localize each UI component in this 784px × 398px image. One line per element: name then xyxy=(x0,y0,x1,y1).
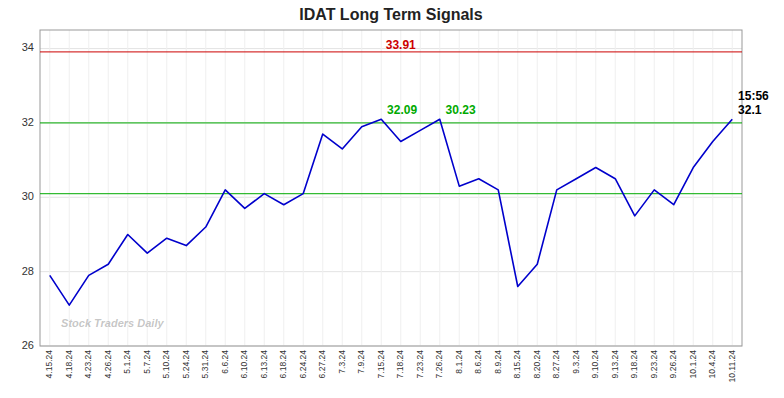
x-tick-label: 8.20.24 xyxy=(532,350,542,379)
annotation: 32.1 xyxy=(738,103,762,117)
x-tick-label: 6.6.24 xyxy=(220,350,230,374)
grid-line-x xyxy=(576,30,577,346)
x-tick-label: 10.11.24 xyxy=(727,350,737,383)
x-tick-label: 9.13.24 xyxy=(610,350,620,379)
grid-line-x xyxy=(244,30,245,346)
grid-line-x xyxy=(303,30,304,346)
grid-line-x xyxy=(654,30,655,346)
x-tick-label: 7.18.24 xyxy=(395,350,405,379)
x-tick-label: 8.6.24 xyxy=(473,350,483,374)
x-tick-label: 9.26.24 xyxy=(668,350,678,379)
x-tick-label: 6.18.24 xyxy=(278,350,288,379)
grid xyxy=(40,30,742,346)
y-tick-label: 26 xyxy=(22,339,34,351)
x-tick-label: 9.10.24 xyxy=(590,350,600,379)
y-tick-label: 28 xyxy=(22,265,34,277)
grid-line-x xyxy=(712,30,713,346)
grid-line-x xyxy=(615,30,616,346)
x-tick-label: 8.1.24 xyxy=(454,350,464,374)
grid-line-x xyxy=(166,30,167,346)
x-tick-label: 10.1.24 xyxy=(688,350,698,379)
grid-line-x xyxy=(498,30,499,346)
x-tick-label: 7.15.24 xyxy=(376,350,386,379)
grid-line-x xyxy=(673,30,674,346)
x-tick-label: 5.24.24 xyxy=(181,350,191,379)
x-tick-label: 5.31.24 xyxy=(200,350,210,379)
x-tick-label: 6.10.24 xyxy=(239,350,249,379)
y-tick-label: 30 xyxy=(22,190,34,202)
grid-line-x xyxy=(342,30,343,346)
grid-line-x xyxy=(283,30,284,346)
price-line xyxy=(50,119,733,305)
grid-line-x xyxy=(127,30,128,346)
plot-frame xyxy=(40,30,742,346)
grid-line-x xyxy=(595,30,596,346)
grid-line-x xyxy=(517,30,518,346)
x-tick-label: 4.15.24 xyxy=(44,350,54,379)
annotation: 15:56 xyxy=(738,89,769,103)
title: IDAT Long Term Signals xyxy=(299,6,483,23)
y-tick-label: 34 xyxy=(22,41,34,53)
grid-line-x xyxy=(420,30,421,346)
x-tick-label: 9.23.24 xyxy=(649,350,659,379)
x-tick-label: 5.10.24 xyxy=(161,350,171,379)
reference-line xyxy=(40,122,742,123)
grid-line-x xyxy=(693,30,694,346)
grid-line-y xyxy=(40,122,742,123)
x-tick-label: 7.23.24 xyxy=(415,350,425,379)
grid-line-x xyxy=(264,30,265,346)
grid-line-x xyxy=(556,30,557,346)
x-tick-label: 8.9.24 xyxy=(493,350,503,374)
x-tick-label: 8.15.24 xyxy=(512,350,522,379)
grid-line-x xyxy=(732,30,733,346)
grid-line-x xyxy=(205,30,206,346)
x-tick-label: 7.9.24 xyxy=(356,350,366,374)
x-tick-label: 8.27.24 xyxy=(551,350,561,379)
x-tick-label: 4.23.24 xyxy=(83,350,93,379)
y-tick-label: 32 xyxy=(22,116,34,128)
annotation: 32.09 xyxy=(387,103,417,117)
x-tick-label: 7.26.24 xyxy=(434,350,444,379)
grid-line-x xyxy=(108,30,109,346)
x-tick-label: 4.18.24 xyxy=(64,350,74,379)
grid-line-x xyxy=(69,30,70,346)
grid-line-y xyxy=(40,197,742,198)
x-tick-label: 6.24.24 xyxy=(298,350,308,379)
grid-line-x xyxy=(634,30,635,346)
y-axis: 26 28 30 32 34 xyxy=(22,41,34,350)
grid-line-x xyxy=(186,30,187,346)
chart: 26 28 30 32 34 4.15.24 4.18.24 4.23.24 4.26.24 5.… xyxy=(0,0,784,398)
x-tick-label: 6.27.24 xyxy=(317,350,327,379)
grid-line-x xyxy=(459,30,460,346)
grid-line-x xyxy=(478,30,479,346)
x-tick-label: 5.1.24 xyxy=(122,350,132,374)
x-tick-label: 5.7.24 xyxy=(142,350,152,374)
grid-line-x xyxy=(361,30,362,346)
grid-line-x xyxy=(400,30,401,346)
x-axis: 4.15.24 4.18.24 4.23.24 4.26.24 5.1.24 5.7.24… xyxy=(44,350,737,383)
x-tick-label: 7.3.24 xyxy=(337,350,347,374)
grid-line-x xyxy=(225,30,226,346)
grid-line-x xyxy=(147,30,148,346)
grid-line-x xyxy=(49,30,50,346)
grid-line-x xyxy=(322,30,323,346)
grid-line-y xyxy=(40,271,742,272)
x-tick-label: 10.4.24 xyxy=(707,350,717,379)
grid-line-x xyxy=(537,30,538,346)
grid-line-x xyxy=(439,30,440,346)
x-tick-label: 9.18.24 xyxy=(629,350,639,379)
reference-line xyxy=(40,193,742,194)
x-tick-label: 6.13.24 xyxy=(259,350,269,379)
watermark: Stock Traders Daily xyxy=(61,317,164,329)
grid-line-x xyxy=(381,30,382,346)
reference-label: 33.91 xyxy=(386,38,416,52)
annotation: 30.23 xyxy=(446,103,476,117)
x-tick-label: 4.26.24 xyxy=(103,350,113,379)
annotations: 33.91 32.09 30.23 15:5632.1 xyxy=(386,38,769,117)
x-tick-label: 9.3.24 xyxy=(571,350,581,374)
grid-line-x xyxy=(88,30,89,346)
plot-area xyxy=(40,52,742,305)
